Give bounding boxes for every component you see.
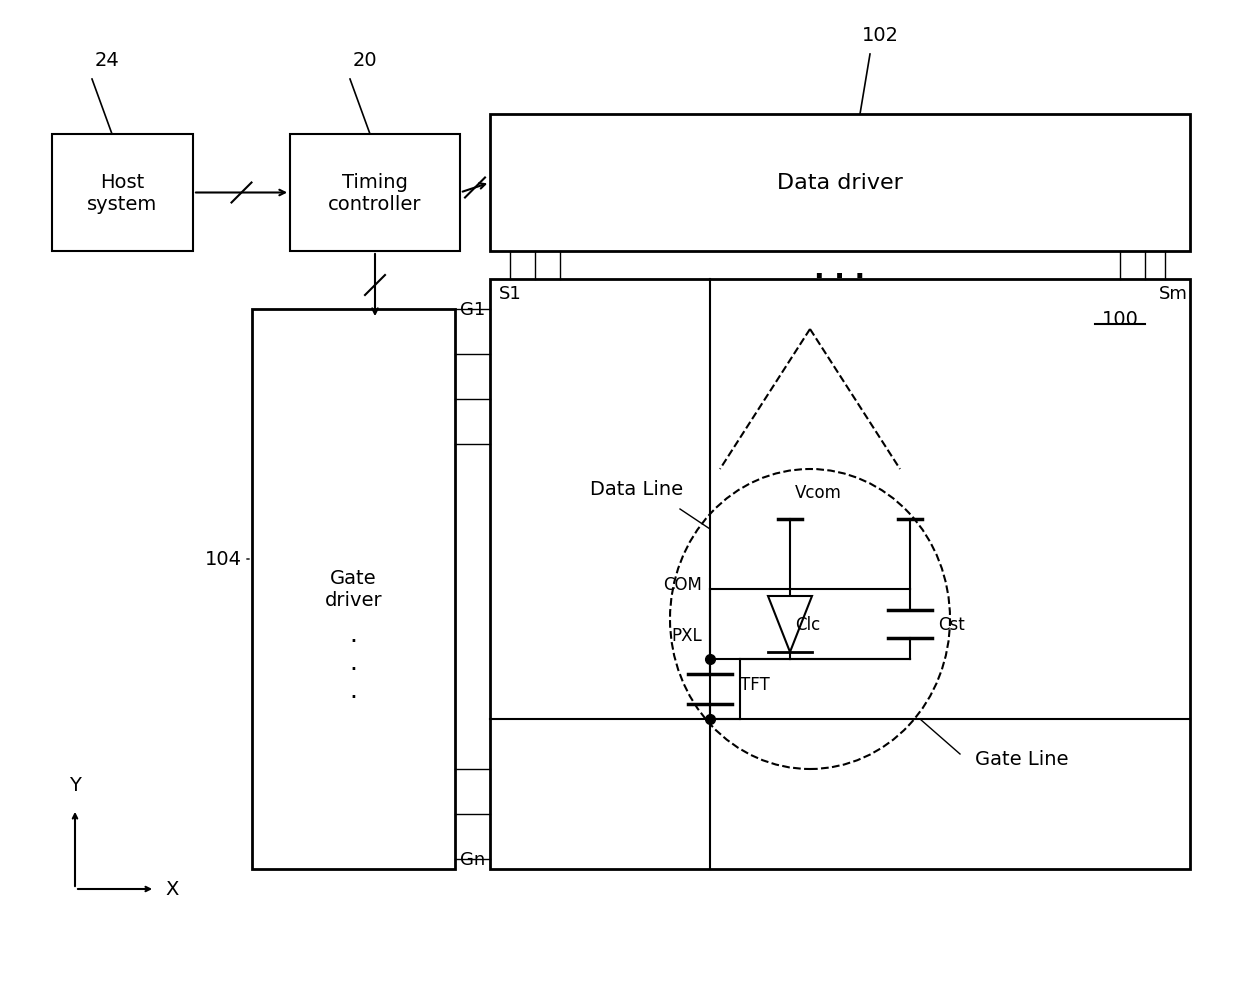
Bar bbox=[490, 115, 1190, 251]
Text: PXL: PXL bbox=[671, 626, 702, 644]
Text: Clc: Clc bbox=[795, 615, 820, 633]
Text: 100: 100 bbox=[1101, 310, 1138, 328]
Text: Data Line: Data Line bbox=[590, 480, 683, 499]
Text: COM: COM bbox=[663, 576, 702, 594]
Text: Host
system: Host system bbox=[87, 173, 157, 214]
Text: 102: 102 bbox=[862, 26, 899, 45]
Text: X: X bbox=[165, 880, 179, 898]
Text: S1: S1 bbox=[498, 285, 522, 303]
Text: Sm: Sm bbox=[1159, 285, 1188, 303]
Text: Y: Y bbox=[69, 775, 81, 794]
Bar bbox=[490, 280, 1190, 869]
Text: 104: 104 bbox=[205, 550, 242, 569]
Text: 20: 20 bbox=[352, 51, 377, 70]
Text: G1: G1 bbox=[460, 301, 485, 318]
Text: Vcom: Vcom bbox=[795, 483, 842, 502]
Text: Gn: Gn bbox=[460, 850, 485, 868]
Text: Timing
controller: Timing controller bbox=[329, 173, 422, 214]
Text: ·
·
·: · · · bbox=[350, 630, 357, 709]
Text: 24: 24 bbox=[94, 51, 119, 70]
Text: Gate
driver: Gate driver bbox=[325, 569, 382, 610]
Text: Cst: Cst bbox=[937, 615, 965, 633]
Bar bbox=[52, 135, 193, 251]
Text: Gate Line: Gate Line bbox=[975, 749, 1069, 769]
Text: . . .: . . . bbox=[815, 255, 866, 284]
Text: TFT: TFT bbox=[740, 675, 770, 693]
Text: Data driver: Data driver bbox=[777, 174, 903, 193]
Bar bbox=[290, 135, 460, 251]
Bar bbox=[252, 310, 455, 869]
